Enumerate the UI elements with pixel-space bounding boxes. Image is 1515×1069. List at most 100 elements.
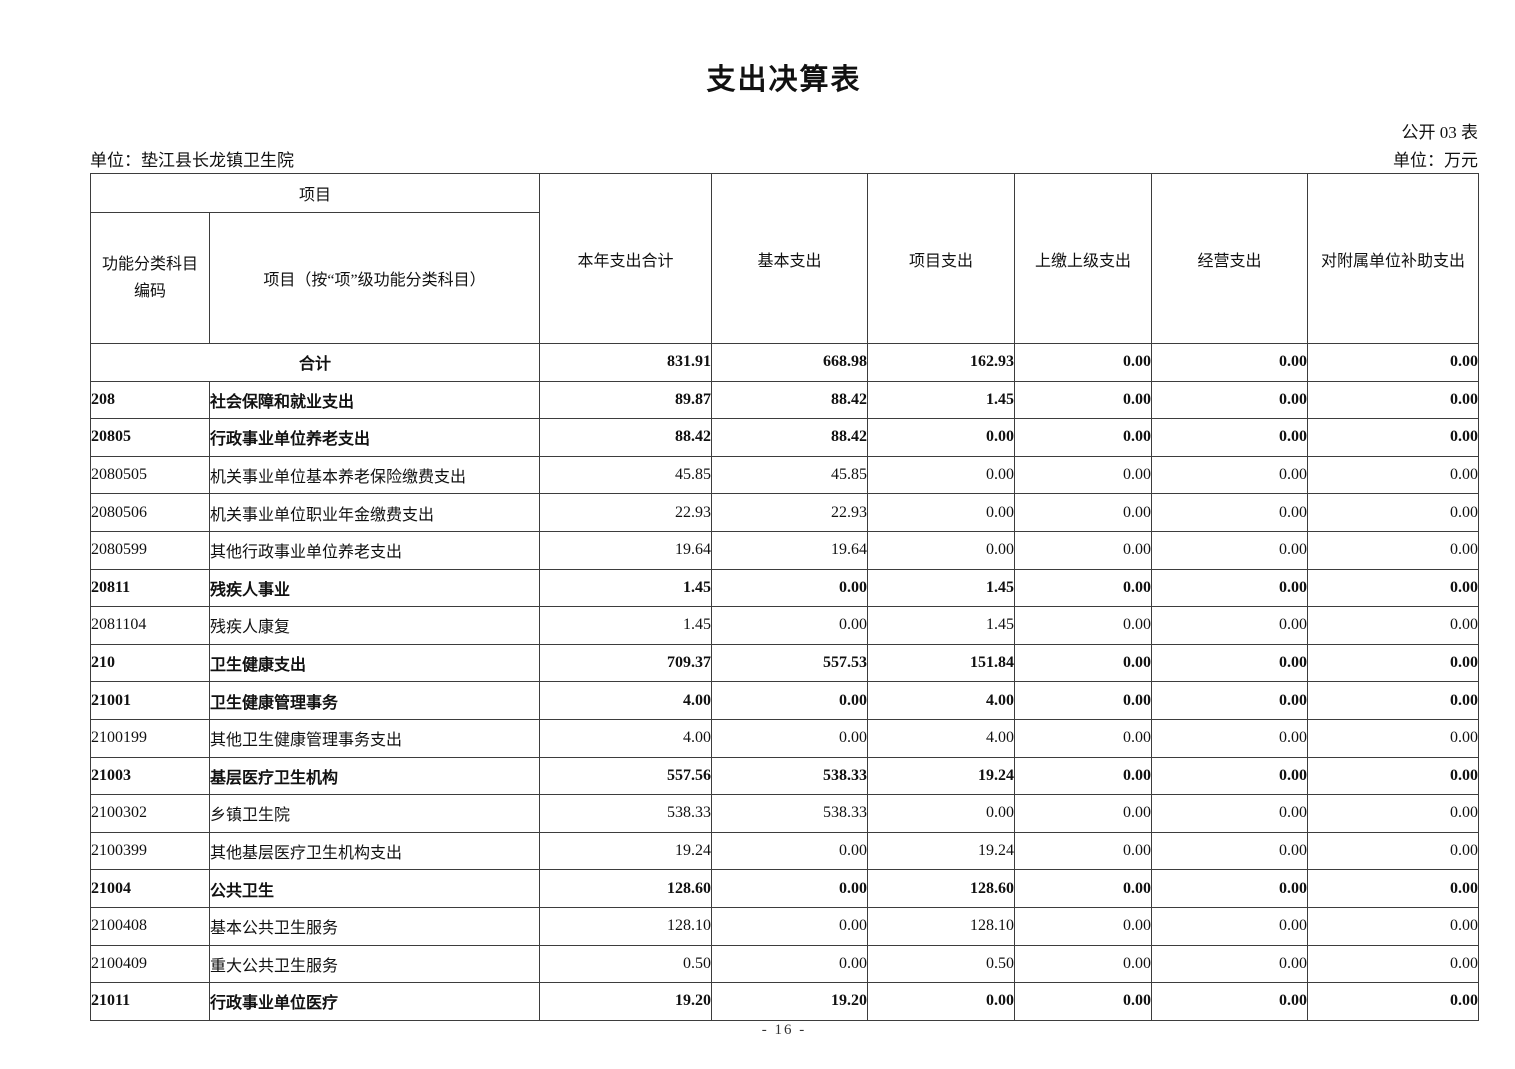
row-name: 残疾人康复	[208, 606, 541, 645]
row-value: 0.00	[711, 568, 869, 608]
header-row-top: 项目 本年支出合计 基本支出 项目支出 上缴上级支出 经营支出 对附属单位补助支…	[89, 173, 1480, 344]
row-value: 0.00	[1307, 869, 1480, 908]
row-value: 89.87	[539, 380, 713, 420]
row-value: 0.00	[1151, 906, 1309, 946]
row-value: 19.24	[867, 831, 1016, 871]
row-code: 2080505	[90, 455, 210, 495]
row-value: 0.00	[1307, 380, 1480, 420]
row-value: 0.00	[1307, 681, 1480, 720]
row-value: 0.00	[1014, 944, 1153, 984]
row-name: 残疾人事业	[208, 568, 541, 608]
table-row: 210 卫生健康支出 709.37 557.53 151.84 0.00 0.00 0.00	[90, 643, 1480, 683]
header-col-name: 项目（按“项”级功能分类科目）	[208, 212, 541, 344]
row-value: 88.42	[539, 418, 713, 457]
row-value: 0.50	[539, 944, 713, 984]
row-value: 0.00	[867, 982, 1016, 1021]
row-value: 128.10	[867, 906, 1016, 946]
row-value: 4.00	[539, 718, 713, 758]
row-name: 重大公共卫生服务	[208, 944, 541, 984]
table-row: 2080599 其他行政事业单位养老支出 19.64 19.64 0.00 0.00 0.0…	[90, 530, 1480, 570]
row-value: 0.00	[1014, 455, 1153, 495]
row-value: 0.00	[1014, 756, 1153, 796]
row-value: 0.00	[1307, 982, 1480, 1021]
row-value: 88.42	[711, 418, 869, 457]
row-value: 0.00	[1307, 944, 1480, 984]
row-value: 0.00	[1307, 718, 1480, 758]
row-value: 45.85	[539, 455, 713, 495]
row-value: 22.93	[539, 493, 713, 532]
header-col-operating: 经营支出	[1151, 173, 1309, 344]
row-value: 19.20	[711, 982, 869, 1021]
row-value: 0.00	[1151, 982, 1309, 1021]
row-code: 2080506	[90, 493, 210, 532]
row-value: 19.64	[711, 530, 869, 570]
table-row: 21003 基层医疗卫生机构 557.56 538.33 19.24 0.00 0.00 0.…	[90, 756, 1480, 796]
row-value: 0.00	[1014, 869, 1153, 908]
row-value: 162.93	[867, 343, 1016, 382]
row-value: 4.00	[539, 681, 713, 720]
row-value: 0.00	[1014, 643, 1153, 683]
table-row: 2081104 残疾人康复 1.45 0.00 1.45 0.00 0.00 0.00	[90, 606, 1480, 645]
meta-line: 单位：垫江县长龙镇卫生院 单位：万元	[90, 146, 1478, 171]
table-code-label: 公开 03 表	[1401, 123, 1479, 142]
header-col-total: 本年支出合计	[539, 173, 713, 344]
unit-name-label: 单位：垫江县长龙镇卫生院	[90, 151, 294, 170]
table-row: 208 社会保障和就业支出 89.87 88.42 1.45 0.00 0.00 0.00	[90, 380, 1480, 420]
row-value: 538.33	[711, 756, 869, 796]
table-row: 21004 公共卫生 128.60 0.00 128.60 0.00 0.00 0.00	[90, 869, 1480, 908]
row-value: 0.00	[867, 455, 1016, 495]
row-name: 行政事业单位养老支出	[208, 418, 541, 457]
row-value: 0.00	[1151, 343, 1309, 382]
row-name: 乡镇卫生院	[208, 794, 541, 833]
row-value: 0.00	[1014, 380, 1153, 420]
row-value: 0.00	[1151, 455, 1309, 495]
row-code: 2080599	[90, 530, 210, 570]
row-value: 0.00	[1307, 906, 1480, 946]
row-value: 831.91	[539, 343, 713, 382]
row-value: 0.00	[867, 794, 1016, 833]
row-value: 0.00	[1307, 831, 1480, 871]
expenditure-table: 项目 本年支出合计 基本支出 项目支出 上缴上级支出 经营支出 对附属单位补助支…	[89, 173, 1480, 1021]
row-value: 0.00	[1014, 493, 1153, 532]
row-value: 0.00	[1014, 568, 1153, 608]
row-value: 0.00	[711, 831, 869, 871]
row-name: 其他行政事业单位养老支出	[208, 530, 541, 570]
row-value: 0.00	[1014, 982, 1153, 1021]
row-value: 0.00	[1151, 794, 1309, 833]
row-name: 卫生健康管理事务	[208, 681, 541, 720]
row-value: 1.45	[539, 606, 713, 645]
row-value: 0.00	[1307, 756, 1480, 796]
row-value: 0.00	[1151, 869, 1309, 908]
row-value: 0.00	[711, 606, 869, 645]
row-code: 2100409	[90, 944, 210, 984]
row-name: 行政事业单位医疗	[208, 982, 541, 1021]
row-value: 0.00	[711, 944, 869, 984]
row-name: 基层医疗卫生机构	[208, 756, 541, 796]
row-value: 538.33	[539, 794, 713, 833]
row-code: 20811	[90, 568, 210, 608]
row-code: 2100302	[90, 794, 210, 833]
row-value: 0.00	[711, 869, 869, 908]
row-value: 1.45	[867, 380, 1016, 420]
header-col-subsidy: 对附属单位补助支出	[1307, 173, 1480, 344]
table-row: 2080505 机关事业单位基本养老保险缴费支出 45.85 45.85 0.00 0.0…	[90, 455, 1480, 495]
header-project-group: 项目	[89, 173, 541, 213]
row-value: 0.00	[1014, 606, 1153, 645]
row-code: 2100199	[90, 718, 210, 758]
row-value: 0.00	[1014, 343, 1153, 382]
row-value: 1.45	[539, 568, 713, 608]
row-value: 0.00	[1307, 493, 1480, 532]
table-row: 2100199 其他卫生健康管理事务支出 4.00 0.00 4.00 0.00 0.00 0…	[90, 718, 1480, 758]
row-value: 0.00	[1151, 418, 1309, 457]
header-col-code: 功能分类科目 编码	[90, 212, 210, 344]
header-col-project: 项目支出	[867, 173, 1016, 344]
table-row: 20805 行政事业单位养老支出 88.42 88.42 0.00 0.00 0.00 0.0…	[90, 418, 1480, 457]
row-value: 0.00	[1151, 530, 1309, 570]
table-row: 21001 卫生健康管理事务 4.00 0.00 4.00 0.00 0.00 0.00	[90, 681, 1480, 720]
row-value: 0.00	[1151, 681, 1309, 720]
row-name: 公共卫生	[208, 869, 541, 908]
row-value: 0.00	[1307, 530, 1480, 570]
row-value: 0.00	[1151, 831, 1309, 871]
page-number: - 16 -	[761, 1022, 807, 1038]
row-value: 0.00	[1307, 343, 1480, 382]
